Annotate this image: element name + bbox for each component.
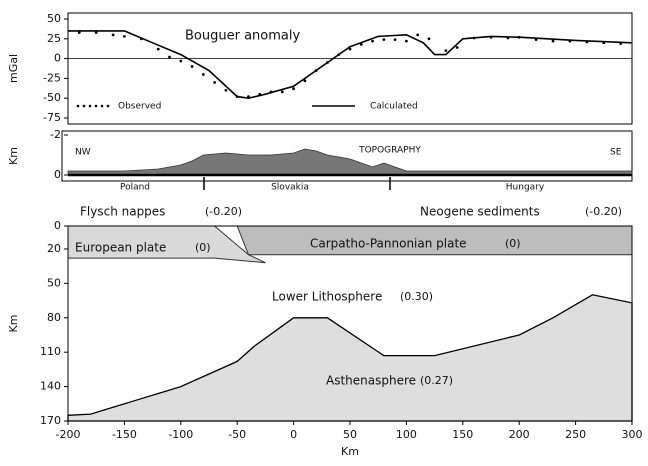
observed-point [179,60,182,63]
x-tick-label: -50 [228,428,246,441]
x-tick-label: 50 [343,428,357,441]
observed-point [292,87,295,90]
y-tick-label: 80 [47,311,61,324]
observed-point [123,35,126,38]
x-tick-label: 200 [509,428,530,441]
legend-dot [83,105,86,108]
y-tick-label: 170 [40,414,61,427]
country-label: Hungary [506,183,545,193]
observed-point [552,40,555,43]
layer-density: (0) [195,241,211,254]
legend-dot [95,105,98,108]
observed-point [428,37,431,40]
se-label: SE [610,148,622,158]
panel-title: Bouguer anomaly [185,29,300,44]
y-tick-label: 50 [47,12,61,25]
layer-density: (0.27) [420,374,453,387]
country-label: Poland [120,183,150,193]
x-tick-label: 100 [396,428,417,441]
x-tick-label: 0 [290,428,297,441]
layer-name: European plate [75,241,166,255]
asthenosphere-area [68,295,632,421]
x-tick-label: 250 [565,428,586,441]
y-tick-label: -25 [43,71,61,84]
observed-point [281,90,284,93]
y-axis-title: Km [7,315,20,333]
observed-point [191,65,194,68]
x-tick-label: -200 [56,428,81,441]
layer-name: Asthenasphere [326,374,416,388]
observed-point [405,40,408,43]
topography-area [68,149,632,175]
layer-name: Lower Lithosphere [272,290,382,304]
x-tick-label: 300 [622,428,643,441]
layer-name: Flysch nappes [80,205,165,219]
layer-name: Neogene sediments [420,205,540,219]
y-tick-label: 0 [54,219,61,232]
layer-density: (-0.20) [205,205,242,218]
observed-point [416,33,419,36]
legend-dot [89,105,92,108]
y-tick-label: 140 [40,380,61,393]
observed-point [157,48,160,51]
y-tick-label: -50 [43,91,61,104]
observed-point [456,46,459,49]
observed-point [394,38,397,41]
observed-point [371,40,374,43]
y-tick-label: 0 [54,168,61,181]
observed-point [202,73,205,76]
observed-point [213,81,216,84]
observed-point [225,89,228,92]
legend-dot [77,105,80,108]
x-tick-label: -100 [168,428,193,441]
legend-label: Observed [118,102,161,112]
legend-label: Calculated [370,102,418,112]
observed-point [168,56,171,59]
layer-density: (-0.20) [585,205,622,218]
observed-point [382,38,385,41]
layer-density: (0) [505,237,521,250]
y-tick-label: 50 [47,276,61,289]
y-tick-label: 110 [40,345,61,358]
figure: 50250-25-50-75mGalBouguer anomalyObserve… [0,0,648,462]
y-axis-title: Km [7,147,20,165]
nw-label: NW [75,148,91,158]
observed-point [444,49,447,52]
calculated-line [68,31,632,98]
y-tick-label: 20 [47,242,61,255]
x-tick-label: 150 [452,428,473,441]
panel-title: TOPOGRAPHY [358,146,421,156]
y-tick-label: -75 [43,111,61,124]
x-axis-title: Km [341,445,359,458]
y-tick-label: 25 [47,32,61,45]
country-label: Slovakia [271,183,309,193]
legend-dot [107,105,110,108]
legend-dot [101,105,104,108]
x-tick-label: -150 [112,428,137,441]
y-axis-title: mGal [7,54,20,83]
y-tick-label: -2 [50,128,61,141]
layer-density: (0.30) [400,290,433,303]
y-tick-label: 0 [54,52,61,65]
observed-point [112,33,115,36]
layer-name: Carpatho-Pannonian plate [310,237,467,251]
